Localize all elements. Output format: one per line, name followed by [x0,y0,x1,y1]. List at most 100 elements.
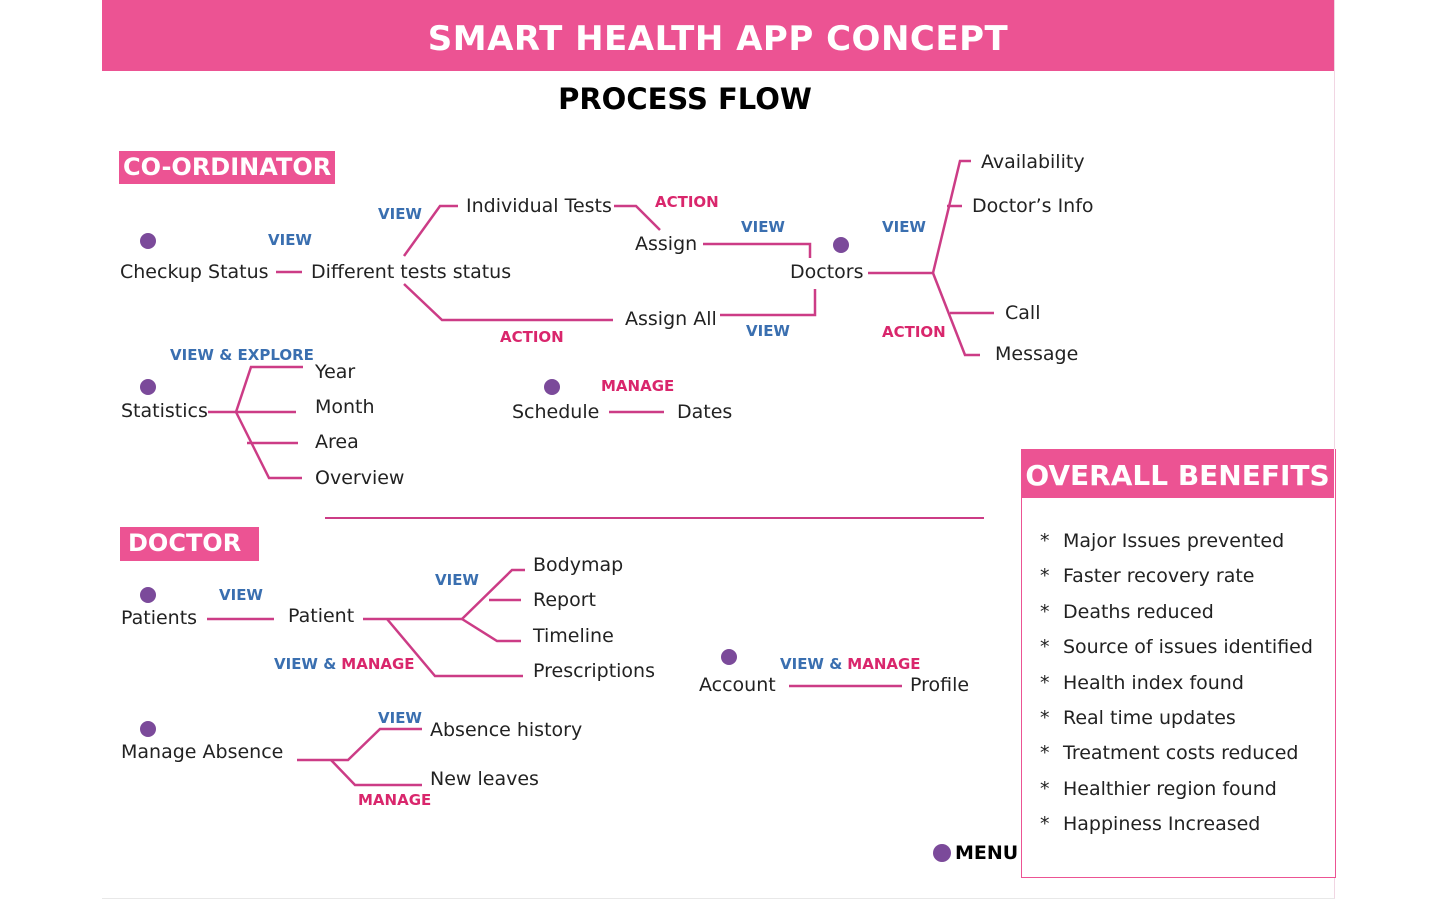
benefit-text: Deaths reduced [1063,600,1214,623]
benefits-title: OVERALL BENEFITS [1021,449,1334,498]
connector-to-message [931,272,980,357]
node-message[interactable]: Message [995,343,1078,365]
benefit-text: Real time updates [1063,707,1236,730]
connector-to-new-leaves [330,759,422,787]
menu-dot-absence [140,721,156,737]
node-absence-history[interactable]: Absence history [430,719,582,741]
edge-label-manage: MANAGE [601,377,674,395]
node-new-leaves[interactable]: New leaves [430,768,539,790]
edge-label-view: VIEW [741,218,785,236]
page-title: PROCESS FLOW [558,82,812,116]
bullet-star: * [1040,813,1050,836]
menu-dot-schedule [544,379,560,395]
node-timeline[interactable]: Timeline [532,625,614,647]
node-assign-all[interactable]: Assign All [625,308,717,330]
app-title-banner: SMART HEALTH APP CONCEPT [102,0,1334,71]
benefit-text: Happiness Increased [1063,813,1261,836]
benefit-item: * Healthier region found [1040,772,1313,807]
node-overview[interactable]: Overview [315,467,404,489]
benefit-text: Treatment costs reduced [1063,742,1299,765]
node-statistics[interactable]: Statistics [121,400,208,422]
edge-label-view: VIEW [435,571,479,589]
benefit-text: Health index found [1063,671,1244,694]
edge-label-view: VIEW [219,586,263,604]
node-manage-absence[interactable]: Manage Absence [121,741,283,763]
bullet-star: * [1040,565,1050,588]
connector-to-overview [234,411,302,480]
node-bodymap[interactable]: Bodymap [533,554,623,576]
edge-label-view-part: VIEW & [274,655,336,673]
bullet-star: * [1040,600,1050,623]
node-patient[interactable]: Patient [288,605,354,627]
node-call[interactable]: Call [1005,302,1040,324]
benefits-panel [1021,449,1336,878]
node-schedule[interactable]: Schedule [512,401,599,423]
menu-dot-doctors [833,237,849,253]
bullet-star: * [1040,636,1050,659]
benefit-item: * Happiness Increased [1040,807,1313,842]
connector-tests-to-individual [402,204,458,257]
benefit-item: * Health index found [1040,666,1313,701]
benefit-item: * Treatment costs reduced [1040,736,1313,771]
node-individual-tests[interactable]: Individual Tests [466,195,612,217]
bullet-star: * [1040,530,1050,552]
node-dates[interactable]: Dates [677,401,732,423]
edge-label-view: VIEW [746,322,790,340]
edge-label-view: VIEW [378,205,422,223]
connector-individual-to-assign [614,204,661,231]
edge-label-action: ACTION [882,323,946,341]
edge-label-view: VIEW [378,709,422,727]
connector-to-year [234,365,303,413]
menu-legend-dot [933,844,951,862]
connector-to-absence-history [331,727,422,762]
section-tag-doctor: DOCTOR [120,527,259,561]
menu-legend-label: MENU [955,842,1019,864]
edge-label-action: ACTION [655,193,719,211]
connector-to-timeline [461,617,521,643]
connector-assign-all-to-doctors [720,289,817,317]
connector-assign-to-doctors [703,242,812,258]
node-doctors[interactable]: Doctors [790,261,864,283]
benefit-item: * Faster recovery rate [1040,559,1313,594]
edge-label-view-explore: VIEW & EXPLORE [170,346,314,364]
edge-label-view-manage: VIEW & MANAGE [274,655,415,673]
edge-label-view: VIEW [268,231,312,249]
benefit-text: Faster recovery rate [1063,565,1255,588]
benefit-item: * Major Issues prevented [1040,524,1313,559]
bullet-star: * [1040,777,1050,800]
benefits-list: * Major Issues prevented * Faster recovery … [1040,524,1313,843]
edge-label-view-part: VIEW & [780,655,842,673]
edge-label-view: VIEW [882,218,926,236]
node-different-tests-status[interactable]: Different tests status [311,261,511,283]
connector-to-availability [931,159,971,274]
node-prescriptions[interactable]: Prescriptions [533,660,655,682]
bullet-star: * [1040,707,1050,730]
menu-dot-statistics [140,379,156,395]
node-year[interactable]: Year [314,361,355,383]
benefit-text: Source of issues identified [1063,636,1313,659]
node-assign[interactable]: Assign [635,233,697,255]
connector-tests-to-assign-all [403,283,613,322]
node-account[interactable]: Account [699,674,776,696]
node-month[interactable]: Month [315,396,375,418]
section-tag-coordinator: CO-ORDINATOR [119,151,336,184]
benefit-item: * Deaths reduced [1040,595,1313,630]
node-doctors-info[interactable]: Doctor’s Info [972,195,1094,217]
node-checkup-status[interactable]: Checkup Status [120,261,269,283]
bullet-star: * [1040,742,1050,765]
bullet-star: * [1040,671,1050,694]
node-profile[interactable]: Profile [910,674,969,696]
node-patients[interactable]: Patients [121,607,197,629]
benefit-text: Major Issues prevented [1063,530,1285,552]
node-report[interactable]: Report [533,589,596,611]
edge-label-view-manage: VIEW & MANAGE [780,655,921,673]
connector-to-prescriptions [386,618,523,678]
node-area[interactable]: Area [315,431,359,453]
edge-label-manage: MANAGE [358,791,431,809]
benefit-text: Healthier region found [1063,777,1277,800]
node-availability[interactable]: Availability [981,151,1085,173]
menu-dot-account [721,649,737,665]
benefit-item: * Source of issues identified [1040,630,1313,665]
benefit-item: * Real time updates [1040,701,1313,736]
